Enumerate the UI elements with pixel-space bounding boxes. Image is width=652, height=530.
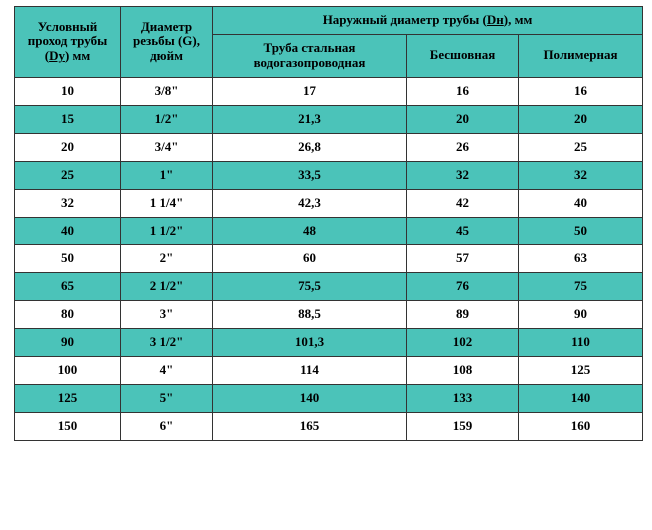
cell-g: 3/4" bbox=[121, 133, 213, 161]
cell-polymer: 63 bbox=[519, 245, 643, 273]
cell-dy: 15 bbox=[15, 105, 121, 133]
cell-dy: 10 bbox=[15, 77, 121, 105]
cell-seamless: 20 bbox=[407, 105, 519, 133]
cell-g: 1/2" bbox=[121, 105, 213, 133]
cell-g: 1 1/2" bbox=[121, 217, 213, 245]
cell-g: 3 1/2" bbox=[121, 329, 213, 357]
cell-dy: 50 bbox=[15, 245, 121, 273]
cell-steel: 88,5 bbox=[213, 301, 407, 329]
cell-steel: 60 bbox=[213, 245, 407, 273]
table-row: 151/2"21,32020 bbox=[15, 105, 643, 133]
cell-polymer: 140 bbox=[519, 385, 643, 413]
table-row: 652 1/2"75,57675 bbox=[15, 273, 643, 301]
cell-polymer: 75 bbox=[519, 273, 643, 301]
col-header-g: Диаметр резьбы (G), дюйм bbox=[121, 7, 213, 78]
cell-steel: 48 bbox=[213, 217, 407, 245]
cell-seamless: 159 bbox=[407, 413, 519, 441]
cell-dy: 25 bbox=[15, 161, 121, 189]
cell-g: 6" bbox=[121, 413, 213, 441]
cell-g: 1 1/4" bbox=[121, 189, 213, 217]
cell-dy: 100 bbox=[15, 357, 121, 385]
col-header-steel: Труба стальная водогазопроводная bbox=[213, 34, 407, 77]
cell-steel: 114 bbox=[213, 357, 407, 385]
cell-steel: 26,8 bbox=[213, 133, 407, 161]
cell-seamless: 108 bbox=[407, 357, 519, 385]
pipe-size-table: Условный проход трубы (Dу) мм Диаметр ре… bbox=[14, 6, 643, 441]
cell-steel: 101,3 bbox=[213, 329, 407, 357]
cell-seamless: 89 bbox=[407, 301, 519, 329]
cell-g: 3/8" bbox=[121, 77, 213, 105]
table-row: 321 1/4"42,34240 bbox=[15, 189, 643, 217]
col-header-dy: Условный проход трубы (Dу) мм bbox=[15, 7, 121, 78]
cell-seamless: 45 bbox=[407, 217, 519, 245]
table-container: Условный проход трубы (Dу) мм Диаметр ре… bbox=[0, 0, 652, 447]
table-row: 401 1/2"484550 bbox=[15, 217, 643, 245]
cell-steel: 33,5 bbox=[213, 161, 407, 189]
table-row: 1255"140133140 bbox=[15, 385, 643, 413]
table-header: Условный проход трубы (Dу) мм Диаметр ре… bbox=[15, 7, 643, 78]
table-row: 1506"165159160 bbox=[15, 413, 643, 441]
cell-seamless: 133 bbox=[407, 385, 519, 413]
cell-g: 2" bbox=[121, 245, 213, 273]
table-row: 803"88,58990 bbox=[15, 301, 643, 329]
cell-polymer: 90 bbox=[519, 301, 643, 329]
cell-steel: 21,3 bbox=[213, 105, 407, 133]
cell-steel: 140 bbox=[213, 385, 407, 413]
cell-steel: 17 bbox=[213, 77, 407, 105]
table-row: 502"605763 bbox=[15, 245, 643, 273]
cell-polymer: 50 bbox=[519, 217, 643, 245]
table-row: 903 1/2"101,3102110 bbox=[15, 329, 643, 357]
cell-steel: 42,3 bbox=[213, 189, 407, 217]
table-body: 103/8"171616151/2"21,32020203/4"26,82625… bbox=[15, 77, 643, 440]
cell-polymer: 20 bbox=[519, 105, 643, 133]
col-header-dn-group: Наружный диаметр трубы (Dн), мм bbox=[213, 7, 643, 35]
cell-polymer: 32 bbox=[519, 161, 643, 189]
cell-polymer: 25 bbox=[519, 133, 643, 161]
cell-steel: 165 bbox=[213, 413, 407, 441]
cell-seamless: 42 bbox=[407, 189, 519, 217]
cell-dy: 32 bbox=[15, 189, 121, 217]
cell-dy: 65 bbox=[15, 273, 121, 301]
cell-dy: 40 bbox=[15, 217, 121, 245]
cell-dy: 150 bbox=[15, 413, 121, 441]
cell-seamless: 102 bbox=[407, 329, 519, 357]
table-row: 203/4"26,82625 bbox=[15, 133, 643, 161]
cell-polymer: 40 bbox=[519, 189, 643, 217]
cell-polymer: 125 bbox=[519, 357, 643, 385]
col-header-polymer: Полимерная bbox=[519, 34, 643, 77]
cell-steel: 75,5 bbox=[213, 273, 407, 301]
cell-dy: 125 bbox=[15, 385, 121, 413]
cell-g: 4" bbox=[121, 357, 213, 385]
cell-dy: 80 bbox=[15, 301, 121, 329]
cell-g: 3" bbox=[121, 301, 213, 329]
cell-dy: 90 bbox=[15, 329, 121, 357]
cell-seamless: 57 bbox=[407, 245, 519, 273]
cell-polymer: 16 bbox=[519, 77, 643, 105]
cell-dy: 20 bbox=[15, 133, 121, 161]
cell-g: 2 1/2" bbox=[121, 273, 213, 301]
cell-seamless: 26 bbox=[407, 133, 519, 161]
table-row: 103/8"171616 bbox=[15, 77, 643, 105]
cell-g: 1" bbox=[121, 161, 213, 189]
cell-seamless: 16 bbox=[407, 77, 519, 105]
cell-polymer: 110 bbox=[519, 329, 643, 357]
table-row: 1004"114108125 bbox=[15, 357, 643, 385]
cell-g: 5" bbox=[121, 385, 213, 413]
table-row: 251"33,53232 bbox=[15, 161, 643, 189]
cell-polymer: 160 bbox=[519, 413, 643, 441]
cell-seamless: 76 bbox=[407, 273, 519, 301]
cell-seamless: 32 bbox=[407, 161, 519, 189]
col-header-seamless: Бесшовная bbox=[407, 34, 519, 77]
